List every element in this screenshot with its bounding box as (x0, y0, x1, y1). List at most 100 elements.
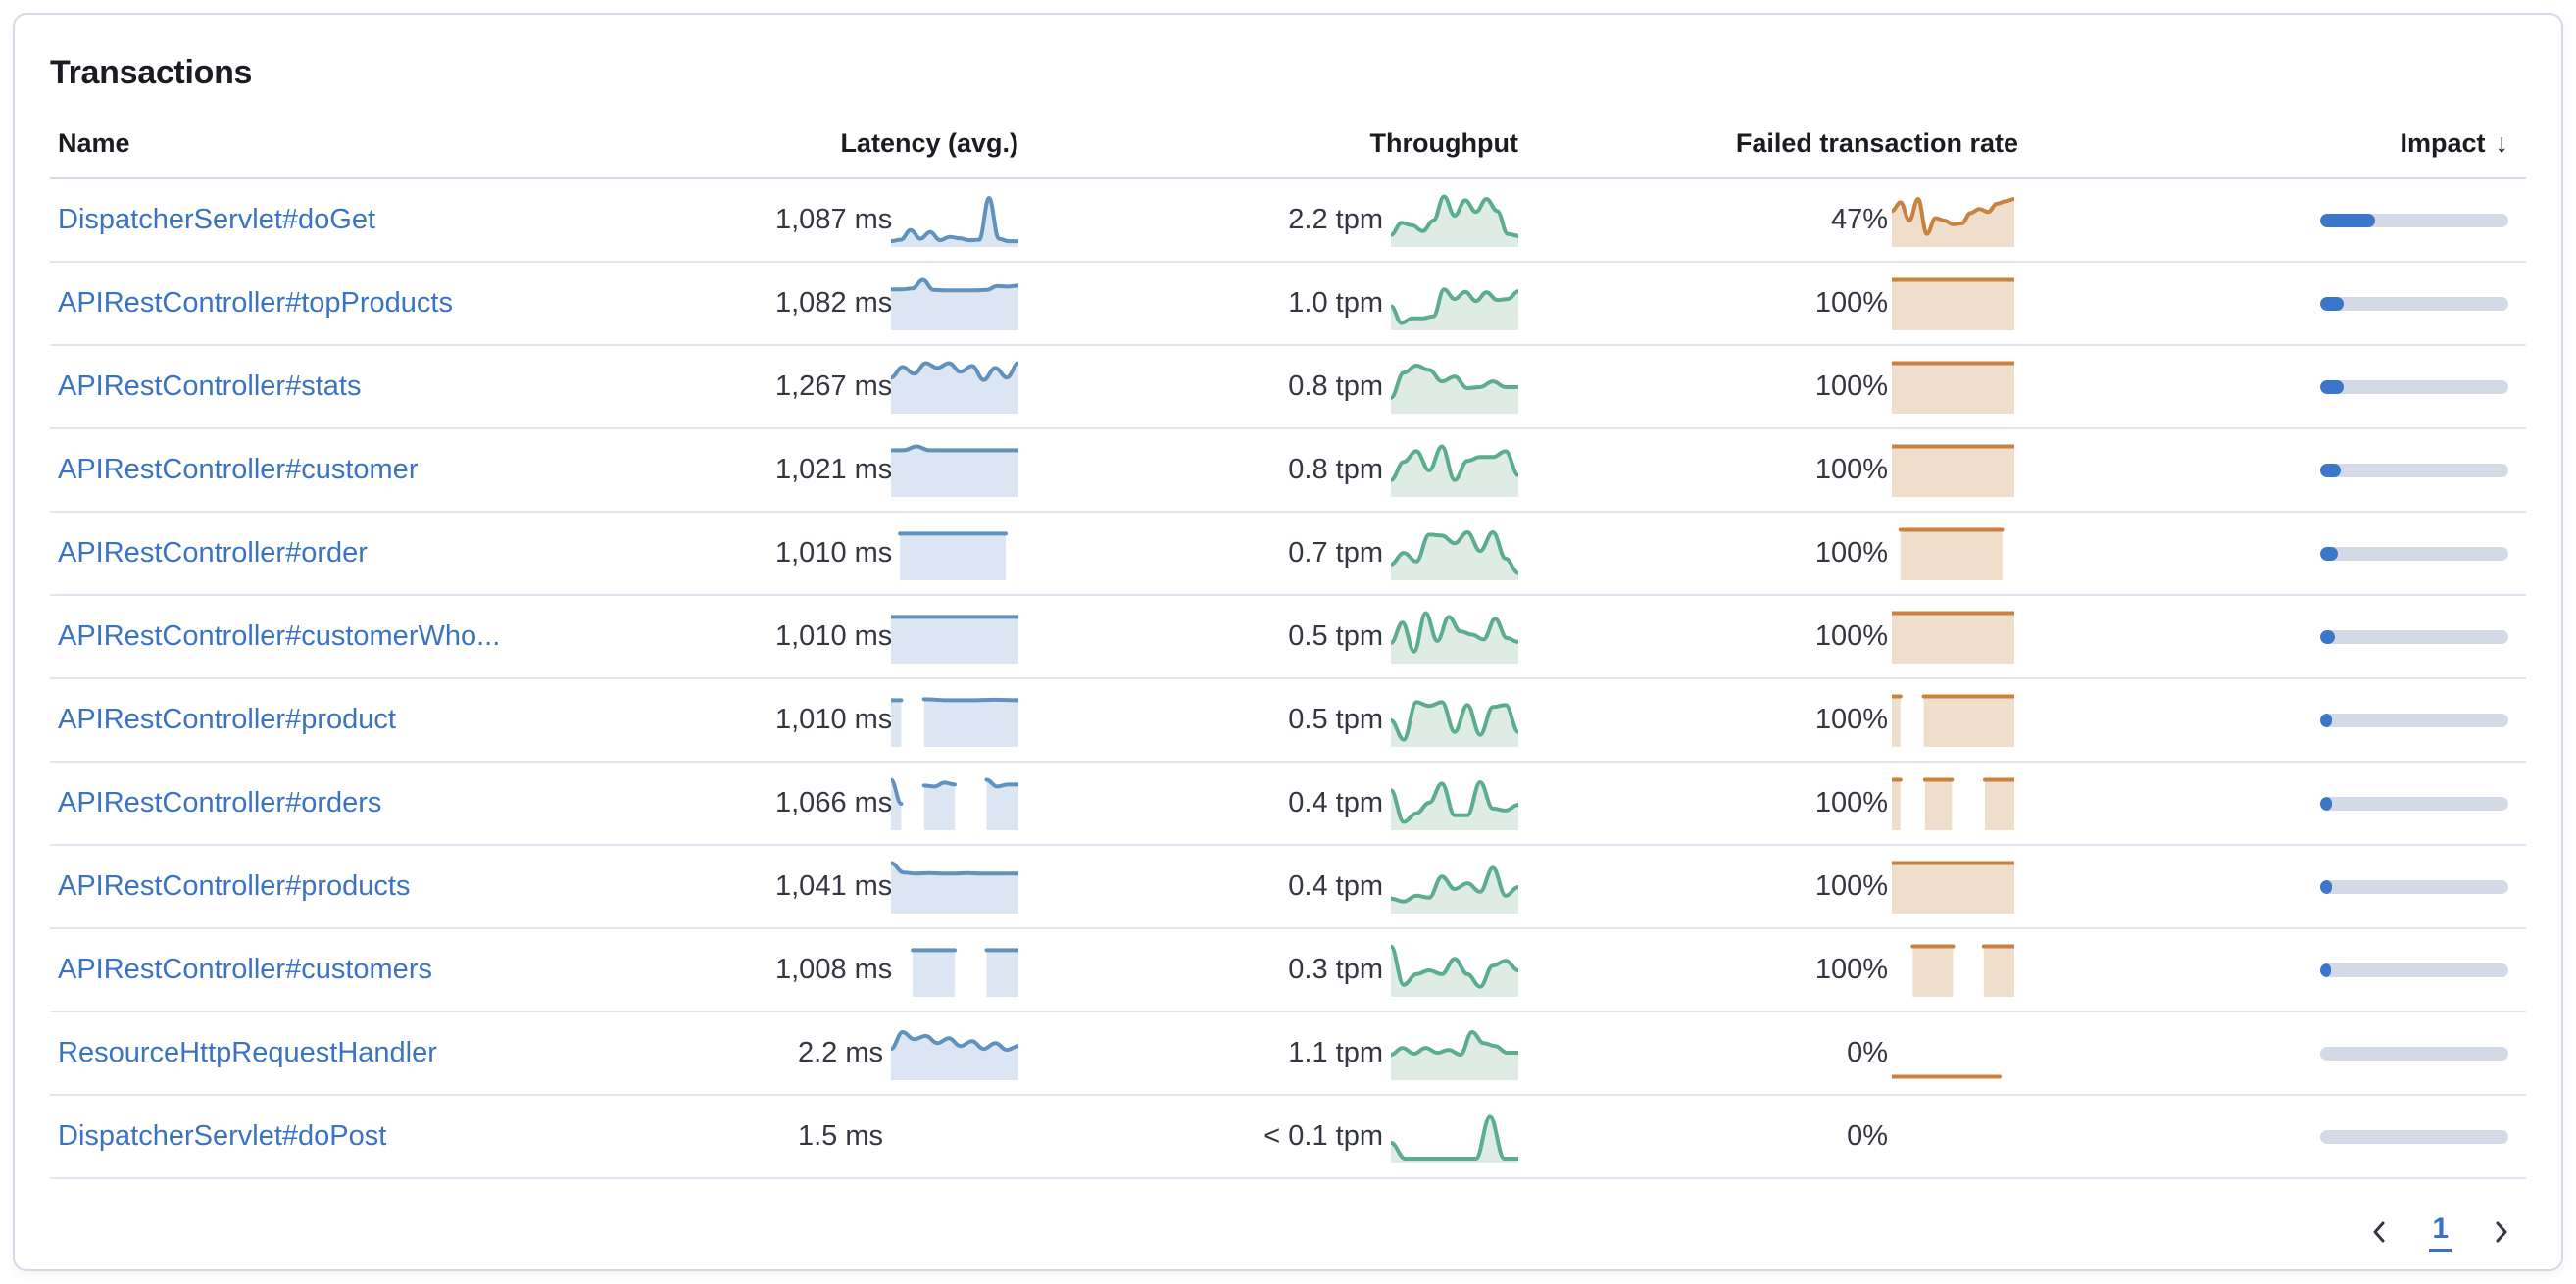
impact-bar-track (2320, 713, 2508, 727)
impact-bar (2320, 629, 2508, 644)
transaction-name-cell: APIRestController#product (50, 704, 775, 736)
throughput-value: 0.8 tpm (1288, 454, 1383, 485)
impact-bar-track (2320, 963, 2508, 977)
impact-bar-track (2320, 1129, 2508, 1144)
throughput-value: 0.5 tpm (1288, 620, 1383, 652)
impact-bar (2320, 463, 2508, 477)
throughput-value: 1.1 tpm (1288, 1037, 1383, 1068)
impact-bar-track (2320, 546, 2508, 561)
transaction-link[interactable]: APIRestController#customer (58, 454, 419, 485)
table-row: APIRestController#order 1,010 ms 0.7 tpm… (50, 513, 2526, 596)
latency-value: 1,010 ms (775, 704, 893, 735)
table-row: APIRestController#product 1,010 ms 0.5 t… (50, 679, 2526, 763)
impact-bar (2320, 796, 2508, 811)
transaction-link[interactable]: ResourceHttpRequestHandler (58, 1037, 437, 1068)
latency-sparkline (883, 694, 1020, 747)
throughput-sparkline (1383, 861, 1520, 914)
latency-sparkline (883, 194, 1020, 247)
latency-value: 2.2 ms (797, 1037, 883, 1068)
impact-bar-fill (2320, 796, 2332, 811)
latency-sparkline (883, 443, 1020, 497)
throughput-value: < 0.1 tpm (1263, 1120, 1383, 1152)
transaction-link[interactable]: APIRestController#topProducts (58, 287, 453, 319)
transaction-link[interactable]: APIRestController#products (58, 870, 411, 902)
impact-bar-fill (2320, 629, 2336, 644)
transaction-name-cell: APIRestController#topProducts (50, 287, 775, 320)
failed-rate-value: 100% (1814, 787, 1888, 818)
failed-rate-value: 100% (1814, 537, 1888, 568)
impact-bar (2320, 296, 2508, 311)
failed-rate-sparkline (1888, 194, 2020, 247)
latency-value: 1,008 ms (775, 954, 893, 985)
impact-bar-fill (2320, 963, 2331, 977)
transaction-name-cell: ResourceHttpRequestHandler (50, 1037, 775, 1069)
transaction-name-cell: APIRestController#stats (50, 370, 775, 403)
latency-sparkline (883, 360, 1020, 414)
transaction-link[interactable]: DispatcherServlet#doGet (58, 204, 375, 235)
table-row: APIRestController#orders 1,066 ms 0.4 tp… (50, 763, 2526, 846)
table-row: APIRestController#products 1,041 ms 0.4 … (50, 846, 2526, 929)
throughput-value: 0.4 tpm (1288, 787, 1383, 818)
latency-value: 1,010 ms (775, 620, 893, 652)
column-header-throughput[interactable]: Throughput (1369, 127, 1518, 158)
failed-rate-sparkline (1888, 861, 2020, 914)
transaction-name-cell: APIRestController#order (50, 537, 775, 569)
impact-bar-track (2320, 296, 2508, 311)
pagination: 1 (50, 1212, 2526, 1252)
sort-desc-icon: ↓ (2495, 127, 2509, 158)
failed-rate-value: 0% (1847, 1037, 1888, 1068)
failed-rate-value: 100% (1814, 704, 1888, 735)
transaction-link[interactable]: APIRestController#orders (58, 787, 382, 818)
transaction-link[interactable]: APIRestController#product (58, 704, 396, 735)
failed-rate-value: 100% (1814, 454, 1888, 485)
column-header-name[interactable]: Name (58, 127, 130, 158)
failed-rate-sparkline (1888, 527, 2020, 580)
page-1-button[interactable]: 1 (2429, 1212, 2452, 1252)
transaction-name-cell: APIRestController#products (50, 870, 775, 903)
impact-bar (2320, 879, 2508, 894)
impact-bar (2320, 1046, 2508, 1061)
failed-rate-sparkline (1888, 944, 2020, 997)
impact-bar-fill (2320, 879, 2332, 894)
failed-rate-sparkline (1888, 611, 2020, 664)
latency-value: 1.5 ms (797, 1120, 883, 1152)
failed-rate-value: 100% (1814, 287, 1888, 319)
impact-bar (2320, 963, 2508, 977)
transactions-panel: Transactions Name Latency (avg.) Through… (13, 13, 2563, 1271)
failed-rate-sparkline (1888, 1027, 2020, 1080)
impact-bar (2320, 713, 2508, 727)
column-header-impact[interactable]: Impact ↓ (2020, 128, 2526, 159)
failed-rate-value: 100% (1814, 870, 1888, 902)
failed-rate-sparkline (1888, 361, 2020, 414)
table-row: DispatcherServlet#doPost 1.5 ms < 0.1 tp… (50, 1096, 2526, 1179)
impact-bar (2320, 379, 2508, 394)
table-body: DispatcherServlet#doGet 1,087 ms 2.2 tpm… (50, 179, 2526, 1179)
transaction-link[interactable]: APIRestController#order (58, 537, 368, 568)
transaction-link[interactable]: APIRestController#customers (58, 954, 432, 985)
impact-bar-fill (2320, 213, 2375, 227)
throughput-sparkline (1383, 527, 1520, 580)
previous-page-button[interactable] (2364, 1217, 2394, 1247)
impact-bar-track (2320, 796, 2508, 811)
failed-rate-value: 100% (1814, 620, 1888, 652)
transaction-link[interactable]: DispatcherServlet#doPost (58, 1120, 387, 1152)
chevron-right-icon (2496, 1221, 2507, 1243)
transaction-name-cell: DispatcherServlet#doGet (50, 204, 775, 236)
transaction-name-cell: APIRestController#customers (50, 954, 775, 986)
throughput-value: 0.5 tpm (1288, 704, 1383, 735)
throughput-sparkline (1383, 1111, 1520, 1163)
column-header-failed-rate[interactable]: Failed transaction rate (1735, 127, 2018, 158)
column-header-impact-label: Impact (2400, 127, 2486, 158)
transaction-link[interactable]: APIRestController#customerWho... (58, 620, 501, 652)
column-header-latency[interactable]: Latency (avg.) (840, 127, 1018, 158)
throughput-sparkline (1383, 694, 1520, 747)
failed-rate-sparkline (1888, 694, 2020, 747)
throughput-sparkline (1383, 361, 1520, 414)
throughput-sparkline (1383, 610, 1520, 664)
impact-bar-track (2320, 213, 2508, 227)
next-page-button[interactable] (2487, 1217, 2516, 1247)
latency-value: 1,087 ms (775, 204, 893, 235)
failed-rate-value: 47% (1830, 204, 1888, 235)
failed-rate-value: 100% (1814, 954, 1888, 985)
transaction-link[interactable]: APIRestController#stats (58, 370, 362, 402)
